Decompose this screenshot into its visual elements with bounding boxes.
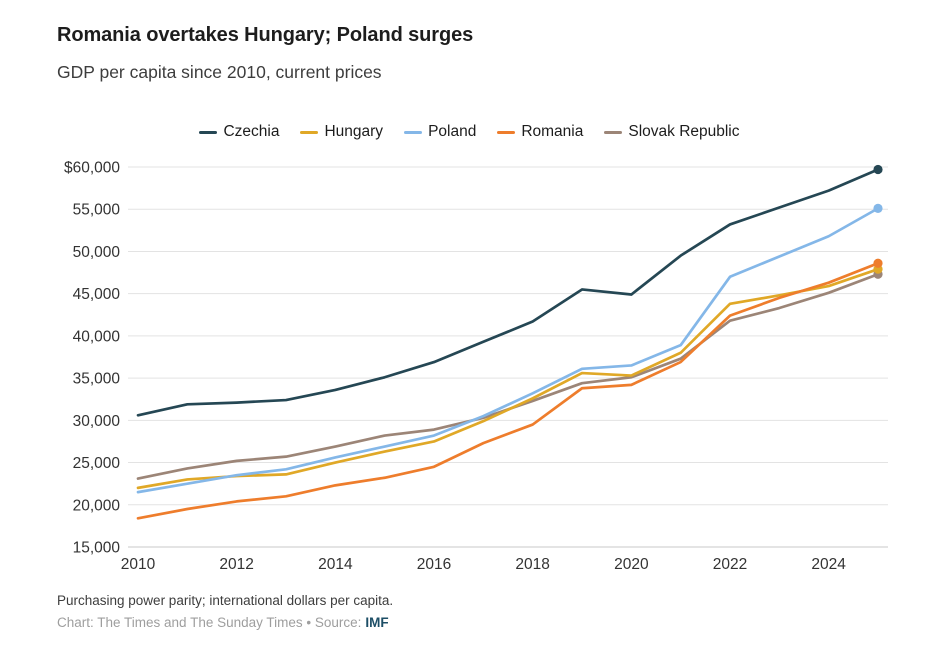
series-line-slovak-republic [136,272,880,480]
x-tick-label-2010: 2010 [121,556,156,573]
y-tick-label-40000: 40,000 [73,328,121,345]
x-tick-label-2016: 2016 [417,556,451,573]
x-tick-label-2024: 2024 [811,556,846,573]
x-tick-label-2014: 2014 [318,556,353,573]
legend-item-romania: Romania [497,123,583,141]
y-tick-label-30000: 30,000 [73,413,121,430]
y-tick-label-20000: 20,000 [73,497,121,514]
x-tick-label-2012: 2012 [219,556,253,573]
legend-item-slovak-republic: Slovak Republic [604,123,740,141]
legend-item-czechia: Czechia [199,123,279,141]
legend-label: Czechia [223,123,280,140]
legend-swatch-slovak-republic [604,130,623,134]
series-line-romania [136,261,880,520]
legend-swatch-poland [404,130,423,134]
chart-legend: Czechia Hungary Poland Romania Slovak Republ… [0,123,939,141]
x-tick-label-2018: 2018 [515,556,549,573]
series-endpoint-czechia [873,164,883,175]
series-endpoint-poland [873,203,883,213]
credit-text: Chart: The Times and The Sunday Times • … [57,615,362,630]
legend-swatch-czechia [199,130,218,134]
x-tick-label-2020: 2020 [614,556,649,573]
series-line-czechia [136,168,880,417]
legend-swatch-romania [497,130,516,134]
legend-item-hungary: Hungary [300,123,383,141]
legend-label: Poland [428,123,477,140]
page-subtitle: GDP per capita since 2010, current price… [57,62,382,82]
series-line-hungary [136,267,880,490]
legend-label: Slovak Republic [628,123,740,140]
y-tick-label-25000: 25,000 [73,455,121,472]
y-tick-label-45000: 45,000 [73,286,121,303]
y-tick-label-35000: 35,000 [73,371,121,388]
y-tick-label-55000: 55,000 [73,202,121,219]
y-tick-label-50000: 50,000 [73,244,121,261]
legend-label: Hungary [324,123,384,140]
series-line-poland [136,207,880,494]
legend-swatch-hungary [300,130,319,134]
legend-label: Romania [521,123,584,140]
page-title: Romania overtakes Hungary; Poland surges [57,24,474,46]
source-link[interactable]: IMF [365,615,389,630]
y-tick-label-15000: 15,000 [73,540,121,557]
y-tick-label-60000: $60,000 [64,160,120,177]
legend-item-poland: Poland [404,123,476,141]
x-tick-label-2022: 2022 [713,556,747,573]
credit-line: Chart: The Times and The Sunday Times • … [57,615,389,630]
series-endpoint-romania [873,258,883,268]
footnote: Purchasing power parity; international d… [57,593,394,608]
